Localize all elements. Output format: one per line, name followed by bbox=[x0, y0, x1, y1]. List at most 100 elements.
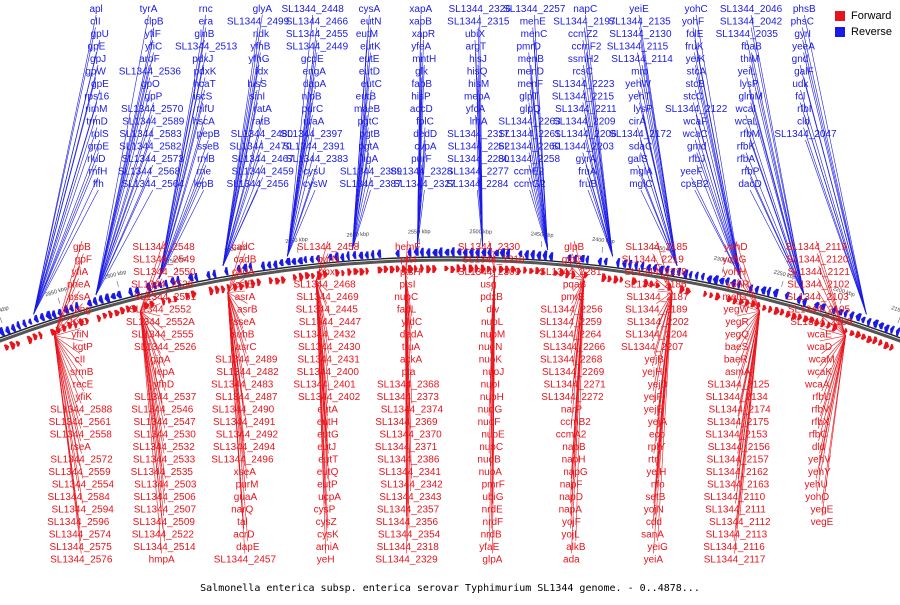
forward-gene-label: asrB bbox=[237, 305, 258, 316]
reverse-gene-label: SL1344_2211 bbox=[555, 104, 617, 115]
forward-gene-label: SL1344_2113 bbox=[706, 530, 768, 541]
reverse-gene-label: fcl bbox=[795, 92, 805, 103]
forward-gene-label: ucpA bbox=[318, 492, 341, 503]
forward-gene-label: SL1344_2175 bbox=[707, 417, 770, 428]
forward-gene-label: asrC bbox=[236, 342, 257, 353]
reverse-gene-label: sdaC bbox=[629, 142, 652, 153]
reverse-gene-label: fabB bbox=[411, 79, 432, 90]
forward-gene-label: SL1344_2374 bbox=[381, 405, 444, 416]
scale-tick-label: 2900 kbp bbox=[0, 305, 10, 318]
reverse-feature-arrow bbox=[549, 252, 554, 261]
forward-gene-label: nuoC bbox=[479, 442, 503, 453]
reverse-gene-label: yeiK bbox=[686, 54, 706, 65]
forward-gene-label: SL1344_2112 bbox=[709, 517, 771, 528]
forward-feature-arrow bbox=[444, 266, 449, 271]
reverse-gene-label: SL1344_2328 bbox=[390, 167, 453, 178]
reverse-gene-label: cII bbox=[90, 17, 101, 28]
reverse-gene-label: fruK bbox=[685, 42, 704, 53]
forward-gene-label: eutT bbox=[318, 455, 338, 466]
reverse-gene-label: SL1344_2122 bbox=[665, 104, 728, 115]
reverse-gene-label: lrhA bbox=[470, 117, 488, 128]
forward-gene-label: SL1344_2354 bbox=[378, 530, 441, 541]
forward-gene-label: cadA bbox=[232, 267, 255, 278]
forward-gene-label: SL1344_2401 bbox=[293, 380, 356, 391]
reverse-gene-label: SL1344_2456 bbox=[227, 179, 290, 190]
forward-gene-label: eutJ bbox=[317, 442, 336, 453]
forward-gene-label: yejH bbox=[642, 367, 662, 378]
reverse-gene-label: lysP bbox=[634, 104, 653, 115]
forward-feature-arrow bbox=[311, 273, 315, 279]
forward-gene-label: srmB bbox=[70, 367, 94, 378]
forward-gene-label: SL1344_2309 bbox=[458, 267, 521, 278]
forward-gene-label: yojL bbox=[561, 530, 580, 541]
reverse-gene-label: SL1344_2277 bbox=[447, 167, 510, 178]
reverse-gene-label: SL1344_2206 bbox=[554, 129, 617, 140]
forward-gene-label: SL1344_2558 bbox=[50, 430, 113, 441]
forward-feature-arrow bbox=[420, 264, 424, 272]
forward-feature-arrow bbox=[703, 291, 707, 297]
reverse-gene-label: SL1344_2115 bbox=[607, 42, 669, 53]
forward-gene-label: SL1344_2549 bbox=[133, 255, 196, 266]
reverse-gene-label: rplS bbox=[91, 129, 109, 140]
reverse-feature-arrow bbox=[116, 291, 122, 299]
reverse-feature-arrow bbox=[28, 318, 32, 324]
forward-gene-label: rplY bbox=[648, 442, 666, 453]
reverse-gene-label: glpQ bbox=[520, 104, 541, 115]
reverse-gene-label: napC bbox=[573, 4, 597, 15]
forward-feature-arrow bbox=[108, 310, 113, 318]
forward-feature-arrow bbox=[114, 310, 120, 317]
forward-gene-label: SL1344_2507 bbox=[134, 505, 197, 516]
reverse-gene-label: glpT bbox=[519, 92, 538, 103]
reverse-gene-label: nlpB bbox=[302, 92, 322, 103]
reverse-feature-arrow bbox=[432, 249, 437, 256]
reverse-gene-label: hscA bbox=[193, 117, 216, 128]
forward-feature-arrow bbox=[215, 286, 220, 294]
reverse-gene-label: ccmF2 bbox=[571, 42, 601, 53]
reverse-gene-label: hisS bbox=[247, 79, 267, 90]
forward-gene-label: sseA bbox=[233, 317, 256, 328]
reverse-gene-label: SL1344_2284 bbox=[446, 179, 509, 190]
forward-gene-label: yohH bbox=[723, 267, 746, 278]
forward-gene-label: alkB bbox=[566, 542, 586, 553]
reverse-gene-label: SL1344_2467 bbox=[231, 154, 294, 165]
forward-gene-label: baeR bbox=[724, 355, 748, 366]
forward-gene-label: SL1344_2187 bbox=[626, 292, 689, 303]
reverse-gene-label: SL1344_2499 bbox=[227, 17, 290, 28]
reverse-gene-label: hisJ bbox=[469, 54, 487, 65]
reverse-swatch bbox=[835, 27, 845, 37]
reverse-gene-label: gpW bbox=[85, 67, 106, 78]
forward-gene-label: wcaA bbox=[804, 380, 830, 391]
reverse-gene-label: rnlB bbox=[197, 154, 215, 165]
forward-gene-label: rfbV bbox=[811, 405, 830, 416]
reverse-gene-label: SL1344_2466 bbox=[286, 17, 349, 28]
reverse-gene-label: eutD bbox=[359, 67, 380, 78]
reverse-feature-arrow bbox=[719, 278, 725, 285]
reverse-gene-label: ccmE2 bbox=[514, 167, 545, 178]
forward-gene-label: ackA bbox=[400, 355, 423, 366]
reverse-gene-label: gpU bbox=[91, 29, 109, 40]
reverse-gene-label: iscS bbox=[193, 92, 212, 103]
forward-feature-arrow bbox=[120, 307, 126, 315]
forward-gene-label: SL1344_2219 bbox=[622, 255, 685, 266]
reverse-gene-label: ratA bbox=[254, 104, 273, 115]
reverse-gene-label: SL1344_2203 bbox=[552, 142, 615, 153]
reverse-feature-arrow bbox=[767, 287, 772, 297]
forward-gene-label: nrdB bbox=[481, 530, 502, 541]
forward-gene-label: SL1344_2506 bbox=[133, 492, 196, 503]
reverse-gene-label: mglA bbox=[630, 167, 653, 178]
forward-gene-label: SL1344_2329 bbox=[375, 555, 438, 566]
forward-gene-label: SL1344_2371 bbox=[375, 442, 438, 453]
reverse-feature-arrow bbox=[11, 324, 16, 332]
forward-gene-label: cadC bbox=[232, 242, 255, 253]
scale-tick-label: 2450 kbp bbox=[531, 231, 554, 239]
forward-gene-label: napD bbox=[559, 492, 583, 503]
reverse-gene-label: yehW bbox=[625, 79, 651, 90]
forward-feature-arrow bbox=[426, 265, 431, 273]
forward-gene-label: eutH bbox=[317, 417, 338, 428]
reverse-gene-label: purC bbox=[302, 104, 324, 115]
forward-gene-label: amiA bbox=[316, 542, 339, 553]
reverse-feature-arrow bbox=[585, 256, 589, 264]
reverse-gene-label: folC bbox=[416, 117, 434, 128]
reverse-feature-arrow bbox=[34, 315, 39, 323]
reverse-feature-arrow bbox=[879, 322, 885, 329]
